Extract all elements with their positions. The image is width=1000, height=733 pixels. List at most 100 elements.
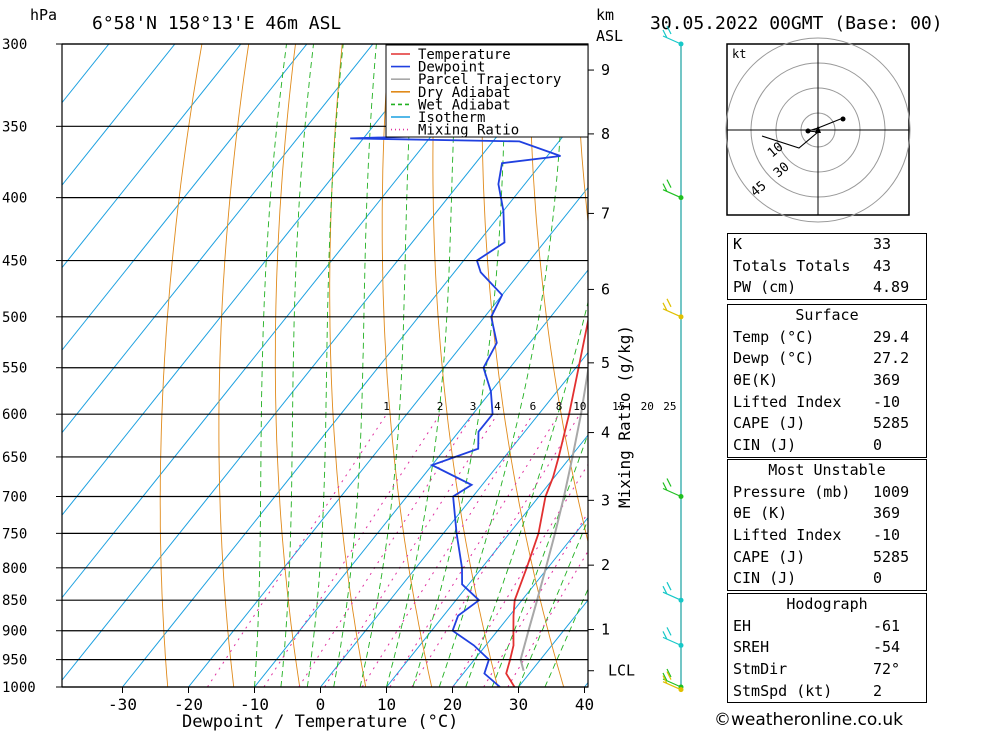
wet-adiabat-line bbox=[544, 587, 588, 687]
isotherm-line bbox=[452, 516, 588, 687]
wind-barb bbox=[662, 179, 682, 199]
mixing-ratio-tick-label: 3 bbox=[470, 400, 477, 413]
most-unstable-title: Most Unstable bbox=[768, 461, 886, 479]
km-tick-label: 8 bbox=[601, 125, 610, 143]
x-tick-label: 20 bbox=[443, 695, 462, 714]
x-tick-label: 0 bbox=[316, 695, 326, 714]
dewpoint-line bbox=[350, 44, 561, 687]
surface-row: θE(K) 369 bbox=[733, 371, 901, 390]
wet-adiabat-line bbox=[280, 44, 314, 687]
isotherm-line bbox=[188, 186, 588, 687]
isotherm-line bbox=[62, 44, 506, 599]
footer-copyright: ©weatheronline.co.uk bbox=[714, 710, 904, 730]
pressure-tick-label: 1000 bbox=[2, 680, 36, 696]
wet-adiabat-line bbox=[306, 44, 344, 687]
pressure-tick-label: 700 bbox=[2, 490, 27, 506]
surface-row: CAPE (J) 5285 bbox=[733, 414, 910, 433]
pressure-tick-label: 400 bbox=[2, 191, 27, 207]
km-tick-label: 5 bbox=[601, 354, 610, 372]
hodograph-row: SREH -54 bbox=[733, 638, 901, 657]
pressure-unit-label: hPa bbox=[30, 6, 57, 24]
isotherm-line bbox=[62, 44, 440, 516]
mixing-ratio-tick-label: 4 bbox=[494, 400, 501, 413]
hodograph-point bbox=[805, 128, 811, 134]
most-unstable-row: Pressure (mb) 1009 bbox=[733, 482, 910, 501]
km-tick-label: 7 bbox=[601, 204, 610, 222]
legend-label: Parcel Trajectory bbox=[418, 72, 561, 88]
wet-adiabat-line bbox=[518, 518, 588, 687]
skewt-plot: 1 2 3 4 6 8 10 15 20 2530035040045050055060065070… bbox=[2, 37, 1000, 714]
legend-label: Dewpoint bbox=[418, 60, 485, 76]
most-unstable-row: Lifted Index -10 bbox=[733, 526, 901, 545]
most-unstable-row: CAPE (J) 5285 bbox=[733, 547, 910, 566]
mixing-ratio-line bbox=[206, 413, 388, 687]
wind-barb bbox=[662, 298, 682, 318]
wind-barbs bbox=[662, 25, 684, 693]
isotherm-line bbox=[254, 269, 588, 687]
mixing-ratio-tick-label: 8 bbox=[556, 400, 563, 413]
wet-adiabat-line bbox=[491, 432, 588, 687]
wet-adiabat-line bbox=[254, 44, 287, 687]
isotherm-line bbox=[62, 44, 308, 351]
km-tick-label: 6 bbox=[601, 280, 610, 298]
hodograph-row: EH -61 bbox=[733, 616, 901, 635]
wind-barb bbox=[662, 627, 682, 646]
x-tick-label: 10 bbox=[377, 695, 396, 714]
most-unstable-row: CIN (J) 0 bbox=[733, 569, 883, 588]
x-tick-label: -30 bbox=[108, 695, 137, 714]
isotherm-line bbox=[62, 44, 242, 269]
pressure-tick-label: 500 bbox=[2, 310, 27, 326]
hodograph-panel: Hodograph EH -61 SREH -54 StmDir 72° StmSpd… bbox=[727, 593, 927, 704]
dry-adiabat-line bbox=[329, 44, 367, 687]
km-tick-label: 2 bbox=[601, 556, 610, 574]
index-row-totals: Totals Totals 43 bbox=[733, 256, 892, 275]
mixing-ratio-line bbox=[263, 413, 441, 687]
dry-adiabat-line bbox=[575, 44, 588, 226]
mixing-ratio-line bbox=[483, 511, 588, 687]
pressure-tick-label: 650 bbox=[2, 450, 27, 466]
pressure-tick-label: 350 bbox=[2, 119, 27, 135]
mixing-ratio-tick-label: 2 bbox=[437, 400, 444, 413]
isotherm-line bbox=[386, 434, 588, 687]
pressure-tick-label: 450 bbox=[2, 254, 27, 270]
surface-row: Temp (°C) 29.4 bbox=[733, 327, 910, 346]
wet-adiabat-line bbox=[359, 44, 415, 687]
legend-label: Wet Adiabat bbox=[418, 97, 511, 113]
surface-row: Dewp (°C) 27.2 bbox=[733, 349, 910, 368]
km-tick-label: 3 bbox=[601, 491, 610, 509]
most-unstable-row: θE (K) 369 bbox=[733, 504, 901, 523]
wind-barb bbox=[662, 668, 682, 688]
pressure-tick-label: 850 bbox=[2, 593, 27, 609]
surface-title: Surface bbox=[795, 306, 859, 324]
datetime-label: 30.05.2022 00GMT (Base: 00) bbox=[650, 13, 943, 34]
isotherm-line bbox=[122, 104, 588, 687]
x-tick-label: 30 bbox=[509, 695, 528, 714]
dry-adiabat-line bbox=[951, 44, 1000, 687]
x-tick-label: 40 bbox=[575, 695, 594, 714]
legend-label: Dry Adiabat bbox=[418, 85, 511, 101]
x-tick-label: -20 bbox=[174, 695, 203, 714]
surface-row: Lifted Index -10 bbox=[733, 392, 901, 411]
isotherm-line bbox=[62, 44, 572, 681]
wind-barb bbox=[662, 581, 682, 601]
mixing-ratio-tick-label: 1 bbox=[383, 400, 390, 413]
indices-panel: K 33 Totals Totals 43 PW (cm) 4.89 bbox=[727, 233, 927, 301]
isotherm-line bbox=[62, 44, 374, 434]
legend-label: Temperature bbox=[418, 47, 511, 63]
mixing-ratio-axis-label: Mixing Ratio (g/kg) bbox=[615, 325, 634, 508]
mixing-ratio-line bbox=[324, 413, 498, 687]
pressure-tick-label: 900 bbox=[2, 624, 27, 640]
lcl-label: LCL bbox=[608, 662, 635, 680]
pressure-tick-label: 800 bbox=[2, 561, 27, 577]
mixing-ratio-tick-label: 25 bbox=[663, 400, 676, 413]
legend-box bbox=[385, 44, 589, 138]
mixing-ratio-tick-label: 10 bbox=[573, 400, 586, 413]
index-row-k: K 33 bbox=[733, 235, 892, 253]
hodograph-ring bbox=[725, 37, 911, 223]
wet-adiabat-line bbox=[333, 44, 377, 687]
mixing-ratio-tick-label: 15 bbox=[612, 400, 625, 413]
km-tick-label: 4 bbox=[601, 424, 610, 442]
pressure-tick-label: 550 bbox=[2, 361, 27, 377]
